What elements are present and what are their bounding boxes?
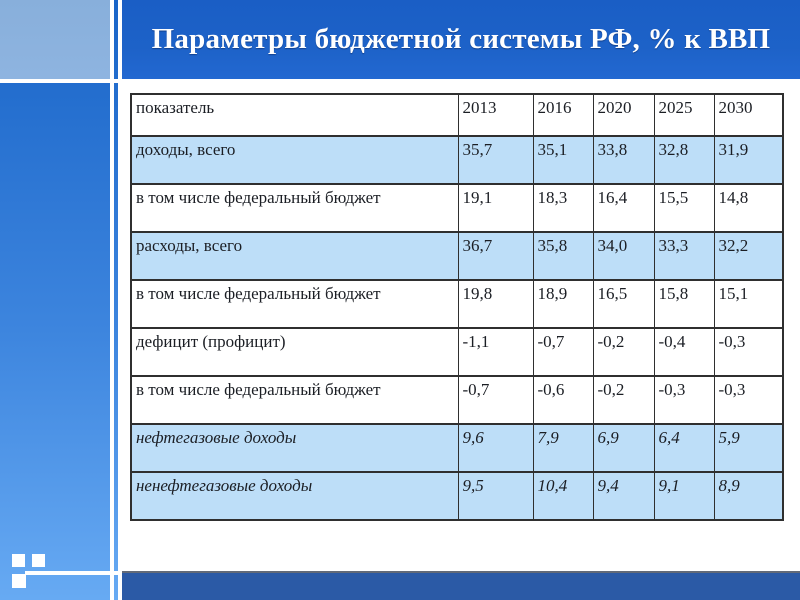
table-cell-value: 32,2 (713, 231, 784, 281)
table-cell-value: 36,7 (457, 231, 534, 281)
decor-square-top-right (32, 554, 45, 567)
table-cell-value: -1,1 (457, 327, 534, 377)
table-cell-value: 9,6 (457, 423, 534, 473)
table-cell-value: 35,1 (532, 135, 594, 185)
table-cell-value: 34,0 (592, 231, 655, 281)
table-row: ненефтегазовые доходы 9,5 10,4 9,4 9,1 8,9 (130, 471, 784, 521)
table-cell-value: -0,3 (713, 375, 784, 425)
table-cell-value: 32,8 (653, 135, 715, 185)
table-cell-value: 18,9 (532, 279, 594, 329)
table-cell-value: -0,3 (653, 375, 715, 425)
table-cell-value: 31,9 (713, 135, 784, 185)
table-row-label: в том числе федеральный бюджет (130, 279, 459, 329)
table-row-label: в том числе федеральный бюджет (130, 375, 459, 425)
table-row: в том числе федеральный бюджет 19,8 18,9 16… (130, 279, 784, 329)
table-header-year: 2016 (532, 93, 594, 137)
table-cell-value: -0,7 (457, 375, 534, 425)
table-cell-value: 33,3 (653, 231, 715, 281)
table-cell-value: 9,1 (653, 471, 715, 521)
table-cell-value: -0,6 (532, 375, 594, 425)
horizontal-divider-line-bottom (25, 571, 122, 575)
table-row-label: доходы, всего (130, 135, 459, 185)
table-row-label: в том числе федеральный бюджет (130, 183, 459, 233)
table-cell-value: 7,9 (532, 423, 594, 473)
vertical-divider-line-2 (118, 0, 122, 600)
footer-bar (122, 571, 800, 600)
table-cell-value: 6,4 (653, 423, 715, 473)
table-header-year: 2030 (713, 93, 784, 137)
table-cell-value: 15,5 (653, 183, 715, 233)
table-cell-value: -0,7 (532, 327, 594, 377)
table-header-year: 2025 (653, 93, 715, 137)
budget-table: показатель 2013 2016 2020 2025 2030 доходы, в… (130, 93, 784, 521)
decor-square-top-left (12, 554, 25, 567)
table-cell-value: 10,4 (532, 471, 594, 521)
table-cell-value: 5,9 (713, 423, 784, 473)
table-cell-value: 16,5 (592, 279, 655, 329)
table-header-row: показатель 2013 2016 2020 2025 2030 (130, 93, 784, 137)
table-row: в том числе федеральный бюджет -0,7 -0,6 -0… (130, 375, 784, 425)
table-row: нефтегазовые доходы 9,6 7,9 6,9 6,4 5,9 (130, 423, 784, 473)
table-cell-value: -0,2 (592, 327, 655, 377)
table-header-year: 2013 (457, 93, 534, 137)
table-cell-value: 9,4 (592, 471, 655, 521)
table-cell-value: 14,8 (713, 183, 784, 233)
table-cell-value: -0,3 (713, 327, 784, 377)
table-row: расходы, всего 36,7 35,8 34,0 33,3 32,2 (130, 231, 784, 281)
sidebar-gradient (0, 0, 122, 600)
table-cell-value: 15,8 (653, 279, 715, 329)
table-row-label: дефицит (профицит) (130, 327, 459, 377)
table-cell-value: 8,9 (713, 471, 784, 521)
table-cell-value: 18,3 (532, 183, 594, 233)
table-row-label: расходы, всего (130, 231, 459, 281)
title-banner: Параметры бюджетной системы РФ, % к ВВП (122, 0, 800, 79)
table-row-label: ненефтегазовые доходы (130, 471, 459, 521)
horizontal-divider-line-top (0, 79, 800, 83)
table-row: в том числе федеральный бюджет 19,1 18,3 16… (130, 183, 784, 233)
table-cell-value: 19,8 (457, 279, 534, 329)
table-row: доходы, всего 35,7 35,1 33,8 32,8 31,9 (130, 135, 784, 185)
table-cell-value: 35,8 (532, 231, 594, 281)
table-cell-value: 15,1 (713, 279, 784, 329)
table-cell-value: 16,4 (592, 183, 655, 233)
table-header-year: 2020 (592, 93, 655, 137)
table-row: дефицит (профицит) -1,1 -0,7 -0,2 -0,4 -0,3 (130, 327, 784, 377)
corner-accent-square (0, 0, 110, 79)
table-cell-value: 9,5 (457, 471, 534, 521)
table-cell-value: 33,8 (592, 135, 655, 185)
table-cell-value: -0,2 (592, 375, 655, 425)
table-header-indicator: показатель (130, 93, 459, 137)
vertical-divider-line-1 (110, 0, 114, 600)
table-cell-value: -0,4 (653, 327, 715, 377)
slide-title: Параметры бюджетной системы РФ, % к ВВП (151, 23, 771, 55)
table-cell-value: 19,1 (457, 183, 534, 233)
table-cell-value: 35,7 (457, 135, 534, 185)
decor-square-bottom (12, 574, 26, 588)
table-cell-value: 6,9 (592, 423, 655, 473)
table-row-label: нефтегазовые доходы (130, 423, 459, 473)
